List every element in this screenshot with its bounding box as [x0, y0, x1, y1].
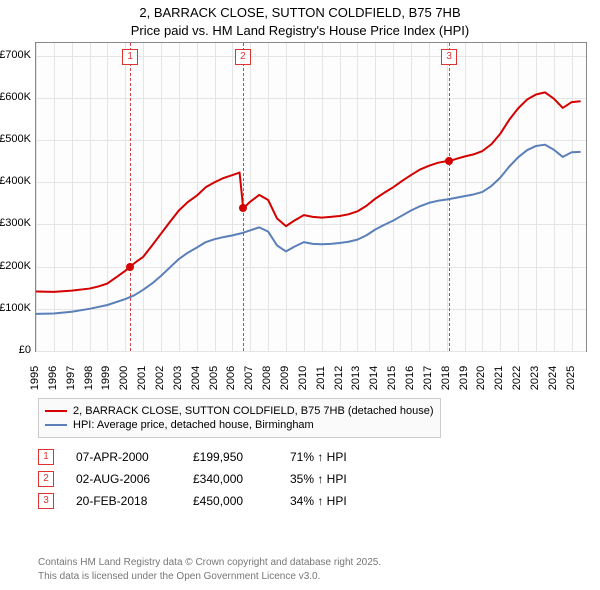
x-tick-label: 2012: [333, 366, 345, 390]
x-tick-label: 2002: [154, 366, 166, 390]
title-line2: Price paid vs. HM Land Registry's House …: [0, 22, 600, 40]
transaction-price: £450,000: [193, 494, 268, 508]
footer-line2: This data is licensed under the Open Gov…: [38, 570, 381, 584]
gridline-h: [36, 351, 586, 352]
legend-label: 2, BARRACK CLOSE, SUTTON COLDFIELD, B75 …: [73, 405, 434, 417]
y-tick-label: £600K: [0, 91, 31, 103]
chart-plot-area: 123: [35, 42, 587, 352]
x-tick-label: 2005: [208, 366, 220, 390]
transaction-date: 20-FEB-2018: [76, 494, 171, 508]
footer-attribution: Contains HM Land Registry data © Crown c…: [38, 556, 381, 583]
x-tick-label: 2000: [118, 366, 130, 390]
marker-point: [126, 263, 134, 271]
transaction-row: 3 20-FEB-2018 £450,000 34% ↑ HPI: [38, 493, 375, 509]
x-tick-label: 2018: [440, 366, 452, 390]
legend: 2, BARRACK CLOSE, SUTTON COLDFIELD, B75 …: [38, 398, 441, 438]
transaction-date: 02-AUG-2006: [76, 472, 171, 486]
chart-title: 2, BARRACK CLOSE, SUTTON COLDFIELD, B75 …: [0, 0, 600, 39]
transaction-hpi: 35% ↑ HPI: [290, 472, 375, 486]
marker-point: [239, 204, 247, 212]
legend-item: 2, BARRACK CLOSE, SUTTON COLDFIELD, B75 …: [45, 405, 434, 417]
x-tick-label: 2024: [547, 366, 559, 390]
x-tick-label: 1995: [29, 366, 41, 390]
x-tick-label: 2014: [368, 366, 380, 390]
x-tick-label: 2022: [511, 366, 523, 390]
transaction-hpi: 71% ↑ HPI: [290, 450, 375, 464]
y-tick-label: £500K: [0, 133, 31, 145]
legend-item: HPI: Average price, detached house, Birm…: [45, 419, 434, 431]
series-price: [36, 92, 581, 292]
x-tick-label: 2021: [493, 366, 505, 390]
x-tick-label: 2009: [279, 366, 291, 390]
x-tick-label: 1996: [47, 366, 59, 390]
y-tick-label: £0: [0, 344, 31, 356]
x-tick-label: 2015: [386, 366, 398, 390]
x-tick-label: 2006: [225, 366, 237, 390]
x-tick-label: 2011: [315, 366, 327, 390]
x-tick-label: 2001: [136, 366, 148, 390]
transaction-date: 07-APR-2000: [76, 450, 171, 464]
y-tick-label: £200K: [0, 260, 31, 272]
x-tick-label: 2008: [261, 366, 273, 390]
footer-line1: Contains HM Land Registry data © Crown c…: [38, 556, 381, 570]
marker-point: [445, 157, 453, 165]
legend-swatch: [45, 410, 67, 412]
transaction-badge: 3: [38, 493, 54, 509]
transaction-price: £340,000: [193, 472, 268, 486]
legend-swatch: [45, 424, 67, 426]
transaction-hpi: 34% ↑ HPI: [290, 494, 375, 508]
transaction-row: 2 02-AUG-2006 £340,000 35% ↑ HPI: [38, 471, 375, 487]
y-tick-label: £400K: [0, 175, 31, 187]
y-tick-label: £700K: [0, 49, 31, 61]
x-tick-label: 2013: [350, 366, 362, 390]
x-tick-label: 1997: [65, 366, 77, 390]
x-tick-label: 2019: [458, 366, 470, 390]
transaction-table: 1 07-APR-2000 £199,950 71% ↑ HPI 2 02-AUG-200…: [38, 443, 375, 515]
y-tick-label: £300K: [0, 217, 31, 229]
series-hpi: [36, 145, 581, 314]
x-tick-label: 2007: [243, 366, 255, 390]
transaction-row: 1 07-APR-2000 £199,950 71% ↑ HPI: [38, 449, 375, 465]
series-svg: [36, 43, 586, 351]
x-tick-label: 1998: [83, 366, 95, 390]
x-tick-label: 2025: [565, 366, 577, 390]
transaction-badge: 1: [38, 449, 54, 465]
x-tick-label: 2004: [190, 366, 202, 390]
transaction-badge: 2: [38, 471, 54, 487]
x-tick-label: 2023: [529, 366, 541, 390]
x-tick-label: 2016: [404, 366, 416, 390]
x-tick-label: 2010: [297, 366, 309, 390]
transaction-price: £199,950: [193, 450, 268, 464]
legend-label: HPI: Average price, detached house, Birm…: [73, 419, 314, 431]
x-tick-label: 2017: [422, 366, 434, 390]
x-tick-label: 1999: [100, 366, 112, 390]
y-tick-label: £100K: [0, 302, 31, 314]
title-line1: 2, BARRACK CLOSE, SUTTON COLDFIELD, B75 …: [0, 4, 600, 22]
x-tick-label: 2020: [475, 366, 487, 390]
x-tick-label: 2003: [172, 366, 184, 390]
